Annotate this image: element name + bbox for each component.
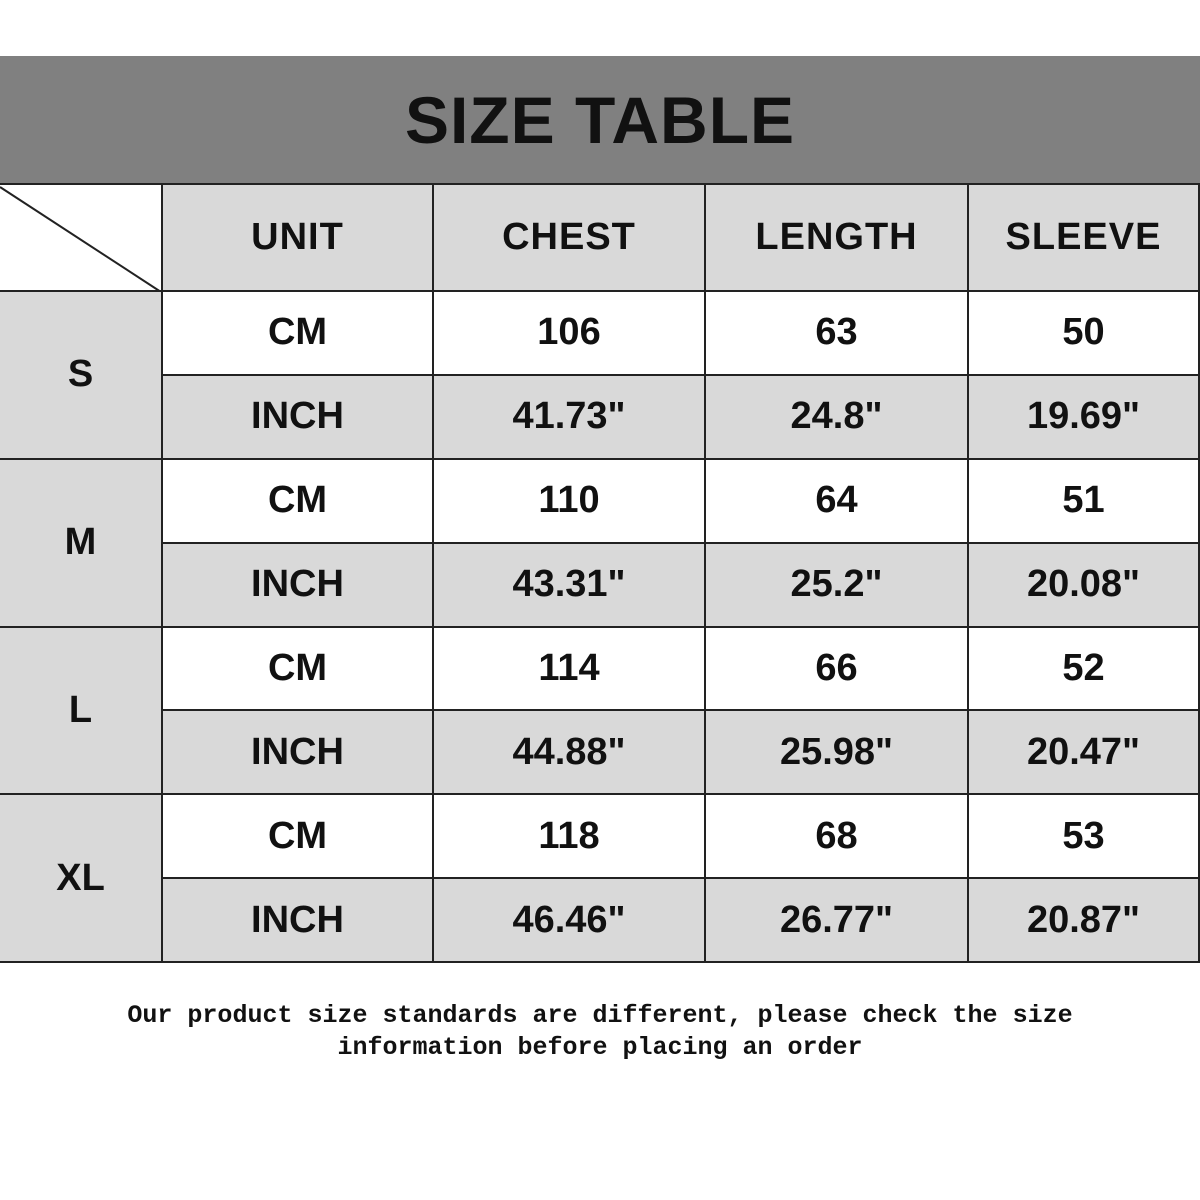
- cm-cell-text: 50: [1062, 311, 1105, 354]
- inch-cell-text: 20.08": [1026, 563, 1141, 606]
- cm-cell: CM: [163, 292, 434, 376]
- diagonal-divider-icon: [0, 186, 162, 293]
- inch-cell: 24.8": [706, 375, 969, 460]
- inch-cell-text: 20.87": [1026, 898, 1141, 941]
- inch-cell-text: INCH: [251, 898, 344, 941]
- cm-cell-text: 63: [815, 311, 858, 354]
- cm-cell-text: 106: [537, 311, 601, 354]
- inch-cell: INCH: [163, 543, 434, 628]
- cm-cell-text: CM: [267, 479, 328, 522]
- cm-cell: 110: [434, 459, 706, 544]
- cm-cell-text: 51: [1062, 479, 1105, 522]
- cm-cell-text: 118: [538, 814, 600, 857]
- cm-cell-text: CM: [267, 311, 328, 354]
- inch-cell: 20.87": [969, 879, 1200, 963]
- size-note: Our product size standards are different…: [0, 1000, 1200, 1064]
- inch-cell-text: 25.2": [790, 563, 883, 606]
- inch-cell: 19.69": [969, 375, 1200, 460]
- cm-cell: 51: [969, 459, 1200, 544]
- cm-cell: CM: [163, 627, 434, 712]
- cm-cell: 68: [706, 795, 969, 880]
- inch-cell: 41.73": [434, 375, 706, 460]
- size-note-line-1: Our product size standards are different…: [127, 1001, 1073, 1030]
- inch-cell: INCH: [163, 375, 434, 460]
- cm-cell: CM: [163, 795, 434, 880]
- cm-cell: 114: [434, 627, 706, 712]
- inch-cell: 44.88": [434, 711, 706, 796]
- header-chest: CHEST: [434, 183, 706, 292]
- cm-cell-text: 64: [815, 479, 858, 522]
- size-label-s-text: S: [67, 353, 94, 396]
- size-label-s: S: [0, 292, 163, 460]
- inch-cell-text: 20.47": [1026, 730, 1141, 773]
- title-banner: SIZE TABLE: [0, 56, 1200, 183]
- inch-cell-text: INCH: [251, 730, 344, 773]
- header-length: LENGTH: [706, 183, 969, 292]
- size-label-xl-text: XL: [56, 856, 105, 899]
- cm-cell: 66: [706, 627, 969, 712]
- header-sleeve: SLEEVE: [969, 183, 1200, 292]
- cm-cell: 53: [969, 795, 1200, 880]
- size-label-m: M: [0, 459, 163, 628]
- inch-cell: 46.46": [434, 879, 706, 963]
- inch-cell-text: INCH: [251, 395, 344, 438]
- header-unit: UNIT: [163, 183, 434, 292]
- cm-cell-text: 53: [1062, 814, 1105, 857]
- inch-cell: 26.77": [706, 879, 969, 963]
- header-length-text: LENGTH: [755, 216, 918, 258]
- cm-cell-text: 68: [815, 814, 858, 857]
- size-label-l-text: L: [68, 688, 93, 731]
- header-unit-text: UNIT: [251, 216, 344, 258]
- inch-cell-text: 43.31": [512, 563, 626, 606]
- inch-cell-text: 46.46": [512, 898, 626, 941]
- inch-cell-text: 41.73": [512, 395, 626, 438]
- header-sleeve-text: SLEEVE: [1005, 216, 1162, 258]
- cm-cell-text: 114: [538, 646, 600, 689]
- cm-cell: 52: [969, 627, 1200, 712]
- size-label-l: L: [0, 627, 163, 796]
- cm-cell: 106: [434, 292, 706, 376]
- size-label-xl: XL: [0, 795, 163, 963]
- inch-cell: 43.31": [434, 543, 706, 628]
- inch-cell-text: 24.8": [790, 395, 883, 438]
- size-label-m-text: M: [64, 521, 97, 564]
- cm-cell-text: CM: [267, 814, 328, 857]
- size-note-line-2: information before placing an order: [337, 1033, 863, 1062]
- inch-cell: 20.47": [969, 711, 1200, 796]
- cm-cell: 50: [969, 292, 1200, 376]
- cm-cell-text: CM: [267, 646, 328, 689]
- inch-cell: 25.98": [706, 711, 969, 796]
- corner-cell: [0, 183, 163, 293]
- inch-cell: 25.2": [706, 543, 969, 628]
- cm-cell: 64: [706, 459, 969, 544]
- inch-cell-text: INCH: [251, 563, 344, 606]
- inch-cell-text: 26.77": [779, 898, 894, 941]
- inch-cell: 20.08": [969, 543, 1200, 628]
- cm-cell-text: 66: [815, 646, 858, 689]
- inch-cell-text: 25.98": [779, 730, 894, 773]
- cm-cell: 63: [706, 292, 969, 376]
- inch-cell-text: 44.88": [512, 730, 626, 773]
- header-chest-text: CHEST: [502, 216, 636, 258]
- inch-cell: INCH: [163, 879, 434, 963]
- page-title: SIZE TABLE: [404, 82, 796, 157]
- cm-cell: CM: [163, 459, 434, 544]
- inch-cell-text: 19.69": [1026, 395, 1141, 438]
- cm-cell-text: 52: [1062, 646, 1105, 689]
- cm-cell-text: 110: [538, 479, 600, 522]
- inch-cell: INCH: [163, 711, 434, 796]
- cm-cell: 118: [434, 795, 706, 880]
- size-table: UNIT CHEST LENGTH SLEEVE S CM 106 63 50 INCH 41.73…: [0, 183, 1200, 963]
